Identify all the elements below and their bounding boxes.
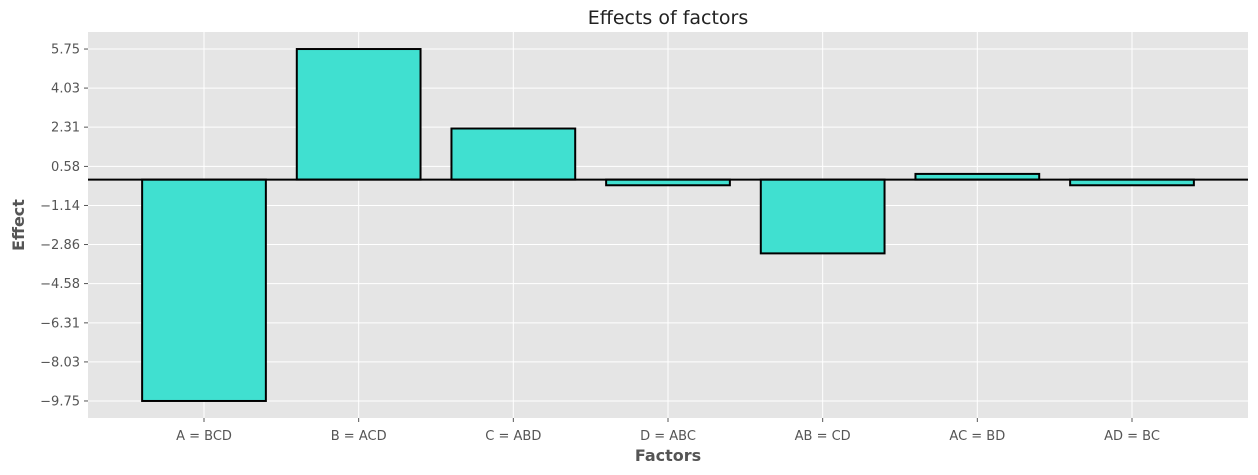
y-tick-label: 2.31 [51, 121, 80, 136]
y-tick-label: −8.03 [40, 355, 80, 370]
y-tick-label: −4.58 [40, 277, 80, 292]
y-tick-label: −2.86 [40, 238, 80, 253]
x-tick-label: AD = BC [1104, 429, 1160, 444]
x-tick-label: C = ABD [485, 429, 541, 444]
y-axis-title: Effect [9, 199, 28, 251]
y-tick-label: 0.58 [51, 160, 80, 175]
x-axis-title: Factors [635, 446, 701, 465]
y-tick-label: −1.14 [40, 199, 80, 214]
chart-title: Effects of factors [588, 7, 749, 29]
x-tick-label: AB = CD [795, 429, 851, 444]
x-tick-label: A = BCD [176, 429, 232, 444]
bars [141, 48, 1195, 402]
y-tick-label: 4.03 [51, 82, 80, 97]
x-tick-label: D = ABC [640, 429, 696, 444]
bar-a-bcd [141, 178, 267, 402]
x-tick-label: B = ACD [331, 429, 387, 444]
y-tick-label: 5.75 [51, 43, 80, 58]
y-tick-label: −6.31 [40, 316, 80, 331]
x-tick-label: AC = BD [949, 429, 1005, 444]
bar-c-abd [450, 127, 577, 181]
bar-ab-cd [759, 178, 886, 255]
x-ticks: A = BCD B = ACD C = ABD D = ABC AB = CD AC = … [176, 418, 1160, 444]
bar-b-acd [295, 48, 422, 181]
y-ticks: 5.75 4.03 2.31 0.58 −1.14 −2.86 −4.58 −6.31 −8.0… [40, 43, 88, 409]
y-tick-label: −9.75 [40, 394, 80, 409]
